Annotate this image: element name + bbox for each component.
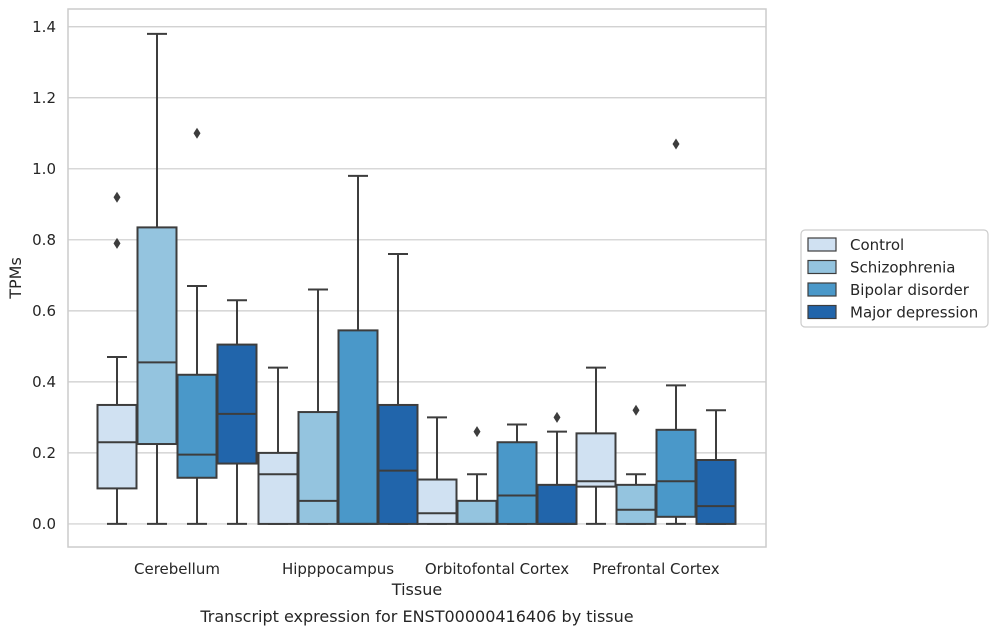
x-axis-ticks: Cerebellum Hipppocampus Orbitofontal Corte… [134, 560, 720, 578]
x-tick-label: Hipppocampus [282, 560, 394, 578]
legend-swatch [807, 304, 837, 320]
x-tick-label: Prefrontal Cortex [592, 560, 719, 578]
box-group [216, 299, 258, 525]
y-tick-label: 0.8 [32, 231, 56, 249]
outlier-point [672, 138, 680, 150]
box-group [176, 127, 218, 525]
box-group [257, 366, 299, 525]
box-group [695, 409, 737, 525]
outlier-point [553, 411, 561, 423]
x-tick-label: Cerebellum [134, 560, 220, 578]
y-tick-label: 0.6 [32, 302, 56, 320]
box-group [456, 426, 498, 525]
x-tick-label: Orbitofontal Cortex [425, 560, 569, 578]
legend-label: Major depression [850, 304, 978, 322]
box-group [655, 138, 697, 525]
box-iqr [96, 403, 138, 490]
legend-label: Schizophrenia [850, 259, 955, 277]
box-iqr [615, 483, 657, 525]
figure-caption: Transcript expression for ENST0000041640… [199, 607, 633, 626]
box-group [96, 191, 138, 525]
box-group [575, 366, 617, 525]
legend-item: Bipolar disorder [807, 281, 970, 299]
box-group [136, 32, 178, 525]
box-iqr [456, 499, 498, 525]
legend: Control Schizophrenia Bipolar disorder Majo… [800, 229, 989, 328]
legend-item: Major depression [807, 304, 978, 322]
box-group [615, 404, 657, 525]
box-group [377, 253, 419, 525]
legend-swatch [807, 282, 837, 297]
box-iqr [536, 483, 578, 525]
box-iqr [176, 373, 218, 479]
legend-swatch [807, 259, 837, 275]
box-group [416, 416, 458, 525]
plot-frame [67, 8, 767, 548]
outlier-point [193, 127, 201, 139]
x-axis-label: Tissue [391, 580, 442, 599]
y-tick-label: 1.0 [32, 160, 56, 178]
y-axis-label: TPMs [6, 257, 25, 300]
outlier-point [113, 237, 121, 249]
y-axis-ticks: 0.0 0.2 0.4 0.6 0.8 1.0 1.2 1.4 [32, 18, 56, 533]
outlier-point [113, 191, 121, 203]
legend-label: Control [850, 236, 904, 254]
legend-item: Schizophrenia [807, 259, 955, 277]
box-iqr [337, 329, 379, 525]
legend-swatch [807, 237, 837, 252]
box-iqr [257, 451, 299, 525]
box-iqr [496, 441, 538, 525]
box-iqr [695, 458, 737, 525]
y-tick-label: 0.2 [32, 444, 56, 462]
y-tick-label: 0.4 [32, 373, 56, 391]
box-iqr [216, 343, 258, 465]
box-group [337, 174, 379, 525]
legend-item: Control [807, 236, 904, 254]
box-iqr [136, 226, 178, 446]
y-tick-label: 0.0 [32, 515, 56, 533]
outlier-point [473, 426, 481, 438]
box-iqr [575, 432, 617, 488]
y-tick-label: 1.2 [32, 89, 56, 107]
box-iqr [416, 478, 458, 525]
box-group [536, 411, 578, 525]
box-iqr [297, 411, 339, 525]
outlier-point [632, 404, 640, 416]
plot-area [96, 32, 737, 525]
legend-label: Bipolar disorder [850, 281, 970, 299]
box-iqr [655, 428, 697, 518]
box-iqr [377, 403, 419, 525]
legend-frame [800, 229, 989, 328]
box-group [496, 423, 538, 525]
y-tick-label: 1.4 [32, 18, 56, 36]
box-group [297, 288, 339, 525]
